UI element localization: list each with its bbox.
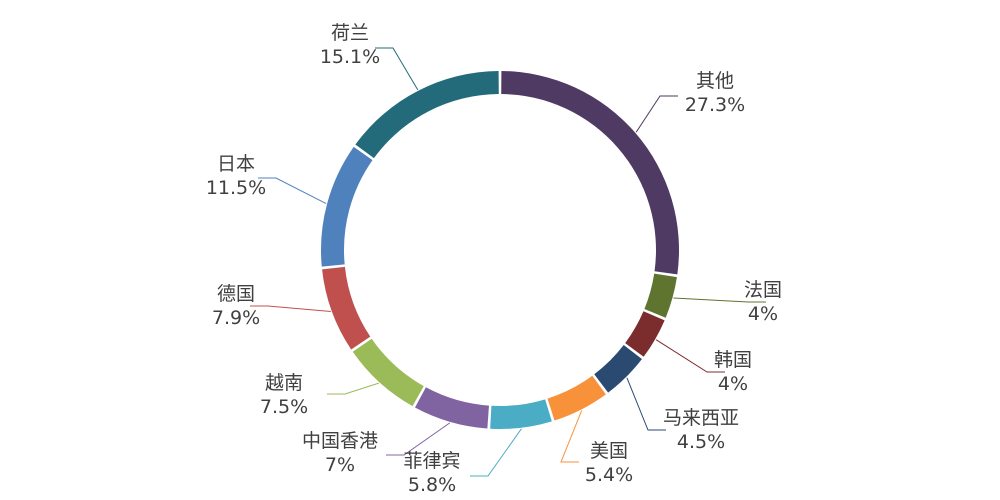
leader-line-5 xyxy=(470,428,522,477)
slice-name-label: 日本 xyxy=(217,153,255,175)
slice-value-label: 5.4% xyxy=(585,464,633,486)
slice-name-label: 越南 xyxy=(265,372,303,394)
slice-0 xyxy=(501,71,679,275)
chart-slices xyxy=(321,71,679,429)
slice-name-label: 荷兰 xyxy=(331,22,369,44)
leader-line-8 xyxy=(250,305,331,313)
slice-value-label: 27.3% xyxy=(685,94,745,116)
slice-3 xyxy=(594,345,642,393)
slice-name-label: 其他 xyxy=(696,70,734,92)
slice-name-label: 菲律宾 xyxy=(403,450,460,472)
slice-value-label: 7.9% xyxy=(212,307,260,329)
slice-value-label: 11.5% xyxy=(206,177,266,199)
slice-10 xyxy=(355,71,499,159)
slice-value-label: 4% xyxy=(718,373,748,395)
slice-6 xyxy=(415,387,489,429)
leader-line-3 xyxy=(626,377,666,431)
slice-name-label: 马来西亚 xyxy=(663,407,739,429)
slice-value-label: 15.1% xyxy=(320,46,380,68)
slice-2 xyxy=(625,311,665,357)
leader-line-10 xyxy=(375,47,419,91)
leader-line-1 xyxy=(673,297,766,303)
slice-name-label: 德国 xyxy=(217,283,255,305)
leader-line-6 xyxy=(386,422,451,456)
leader-line-7 xyxy=(327,382,380,395)
slice-name-label: 法国 xyxy=(744,279,782,301)
chart-labels: 其他27.3%法国4%韩国4%马来西亚4.5%美国5.4%菲律宾5.8%中国香港… xyxy=(206,22,782,496)
slice-9 xyxy=(321,146,373,267)
leader-line-2 xyxy=(655,339,725,373)
slice-name-label: 中国香港 xyxy=(302,430,378,452)
slice-1 xyxy=(644,273,677,318)
slice-value-label: 4.5% xyxy=(677,431,725,453)
slice-4 xyxy=(547,375,606,421)
slice-7 xyxy=(352,338,424,407)
leader-line-4 xyxy=(560,410,583,463)
slice-value-label: 7% xyxy=(325,454,355,476)
leader-line-0 xyxy=(635,95,678,133)
slice-value-label: 7.5% xyxy=(260,396,308,418)
slice-name-label: 韩国 xyxy=(714,349,752,371)
slice-5 xyxy=(490,399,552,429)
slice-value-label: 5.8% xyxy=(408,474,456,496)
leader-line-9 xyxy=(258,177,327,205)
chart-leader-lines xyxy=(250,47,766,477)
slice-name-label: 美国 xyxy=(590,440,628,462)
slice-value-label: 4% xyxy=(748,303,778,325)
slice-8 xyxy=(322,266,371,350)
